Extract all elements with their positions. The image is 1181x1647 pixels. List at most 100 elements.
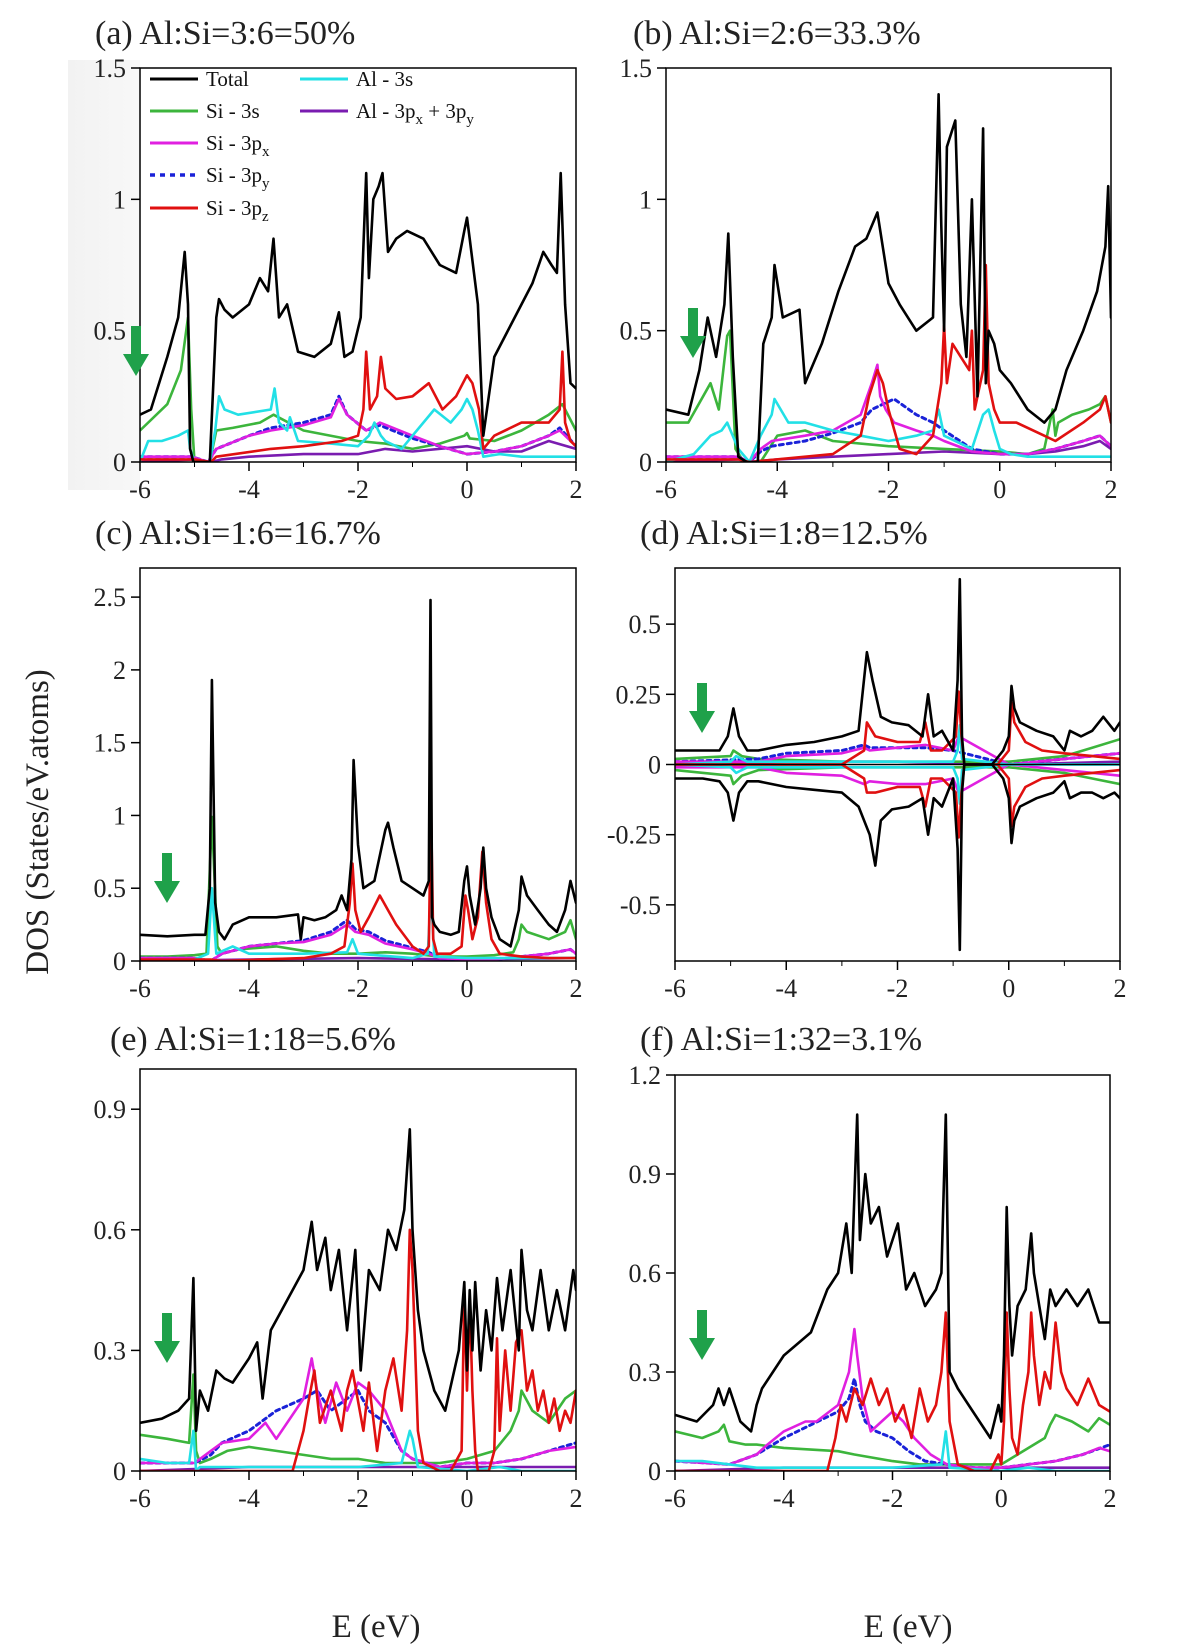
panel-f-ytick-label: 0 (648, 1457, 661, 1486)
panel-f-down-arrow-icon (689, 1310, 715, 1360)
panel-f: (f) Al:Si=1:32=3.1% -6 -4 -2 0 2 0 0.3 0.6 0.9 1.2 (629, 1021, 1117, 1513)
panel-f-title: (f) Al:Si=1:32=3.1% (640, 1021, 922, 1058)
panel-f-ytick-label: 0.6 (629, 1259, 662, 1288)
panel-f-xtick-label: 2 (1104, 1484, 1117, 1513)
panel-b-xtick-label: 2 (1105, 475, 1118, 504)
panel-b-line-al3pxpy (666, 439, 1111, 462)
panel-c-xtick-label: 2 (570, 974, 583, 1003)
panel-f-xtick-label: -6 (664, 1484, 686, 1513)
panel-b-xtick-label: -2 (878, 475, 900, 504)
panel-a-xtick-label: -4 (238, 475, 260, 504)
panel-d-line-al3s-dn (675, 763, 1120, 806)
panel-c-line-si3s (140, 815, 576, 958)
legend: Total Si - 3s Si - 3px Si - 3py Si - 3pz Al -… (150, 67, 474, 225)
panel-e-line-al3s (140, 1429, 576, 1471)
panel-b-line-si3pz (666, 263, 1111, 462)
panel-c-ytick-label: 1.5 (94, 729, 127, 758)
panel-e-line-si3pz (140, 1228, 576, 1471)
panel-c-ytick-label: 0 (113, 947, 126, 976)
panel-e-ytick-label: 0 (113, 1457, 126, 1486)
panel-e-line-si3px (140, 1357, 576, 1469)
legend-label: Total (206, 67, 249, 91)
legend-item-si3s: Si - 3s (150, 99, 260, 123)
legend-item-total: Total (150, 67, 249, 91)
panel-f-line-si3pz (675, 1311, 1110, 1471)
panel-a-ytick-label: 0 (113, 448, 126, 477)
panel-a-down-arrow-icon (123, 326, 149, 376)
panel-f-xtick-label: -4 (773, 1484, 795, 1513)
panel-d-series (675, 577, 1120, 952)
panel-d-ytick-label: 0.25 (616, 680, 662, 709)
panel-d-line-total-dn (675, 763, 1120, 952)
panel-d-down-arrow-icon (689, 683, 715, 733)
panel-e-ytick-label: 0.6 (94, 1216, 127, 1245)
panel-e-ytick-label: 0.9 (94, 1095, 127, 1124)
legend-item-al3s: Al - 3s (300, 67, 413, 91)
panel-a-xtick-label: 2 (570, 475, 583, 504)
panel-d-xtick-label: -6 (664, 974, 686, 1003)
panel-d-xtick-label: -4 (775, 974, 797, 1003)
legend-label: Si - 3py (206, 163, 270, 192)
panel-b-xtick-label: -4 (766, 475, 788, 504)
panel-f-ytick-label: 0.9 (629, 1160, 662, 1189)
panel-b-xtick-label: -6 (655, 475, 677, 504)
panel-b-xtick-label: 0 (993, 475, 1006, 504)
panel-a-ytick-label: 1.5 (94, 54, 127, 83)
panel-d: (d) Al:Si=1:8=12.5% -6 -4 -2 0 2 -0.5 -0.25 0 0.2… (607, 515, 1127, 1003)
panel-b-line-si3px (666, 363, 1111, 462)
panel-e-xtick-label: 0 (461, 1484, 474, 1513)
panel-b: (b) Al:Si=2:6=33.3% -6 -4 -2 0 2 0 0.5 1 1.5 (620, 15, 1118, 504)
panel-e-xtick-label: -6 (129, 1484, 151, 1513)
panels: (a) Al:Si=3:6=50%-6 -4 -2 0 200.511.5(b) Al:… (94, 15, 1127, 1513)
panel-d-line-al3s (675, 723, 1120, 766)
panel-d-title: (d) Al:Si=1:8=12.5% (640, 515, 928, 552)
panel-f-line-al3s (675, 1430, 1110, 1471)
panel-c-xtick-label: -6 (129, 974, 151, 1003)
panel-a-xtick-label: -2 (347, 475, 369, 504)
panel-e-line-total (140, 1128, 576, 1433)
panel-b-line-total (666, 93, 1111, 462)
panel-f-ytick-label: 1.2 (629, 1061, 662, 1090)
panel-c-line-total (140, 598, 576, 948)
panel-e-xtick-label: -2 (347, 1484, 369, 1513)
panel-d-xtick-label: 2 (1114, 974, 1127, 1003)
panel-d-ytick-label: 0.5 (629, 610, 662, 639)
panel-b-down-arrow-icon (680, 308, 706, 358)
legend-label: Al - 3s (356, 67, 413, 91)
panel-c-xtick-label: -4 (238, 974, 260, 1003)
legend-label: Si - 3pz (206, 196, 269, 225)
panel-f-line-si3s (675, 1413, 1110, 1466)
panel-b-line-si3s (666, 329, 1111, 462)
panel-d-ytick-label: -0.5 (620, 891, 661, 920)
panel-b-series (666, 93, 1111, 462)
panel-c-title: (c) Al:Si=1:6=16.7% (95, 515, 381, 552)
panel-e-xtick-label: 2 (570, 1484, 583, 1513)
panel-a-ytick-label: 0.5 (94, 317, 127, 346)
panel-e-ytick-label: 0.3 (94, 1336, 127, 1365)
panel-a-title: (a) Al:Si=3:6=50% (95, 15, 355, 52)
panel-e: (e) Al:Si=1:18=5.6% -6 -4 -2 0 2 0 0.3 0.6 0.9 (94, 1021, 583, 1513)
panel-c-ytick-label: 2 (113, 656, 126, 685)
panel-f-xtick-label: -2 (882, 1484, 904, 1513)
panel-a-shade (68, 60, 140, 490)
panel-e-down-arrow-icon (154, 1313, 180, 1363)
panel-c-ytick-label: 0.5 (94, 874, 127, 903)
legend-label: Al - 3px + 3py (356, 99, 474, 128)
x-axis-label-left: E (eV) (332, 1609, 421, 1645)
panel-f-ytick-label: 0.3 (629, 1358, 662, 1387)
panel-b-ytick-label: 1.5 (620, 54, 653, 83)
panel-a-series (140, 171, 576, 462)
legend-label: Si - 3px (206, 131, 270, 160)
panel-a-line-al3pxpy (140, 439, 576, 462)
panel-c-down-arrow-icon (154, 853, 180, 903)
panel-d-xtick-label: 0 (1002, 974, 1015, 1003)
legend-label: Si - 3s (206, 99, 260, 123)
panel-c-ytick-label: 2.5 (94, 583, 127, 612)
panel-a-ytick-label: 1 (113, 185, 126, 214)
panel-b-ytick-label: 0.5 (620, 317, 653, 346)
panel-e-title: (e) Al:Si=1:18=5.6% (110, 1021, 396, 1058)
y-axis-label: DOS (States/eV.atoms) (20, 669, 56, 975)
panel-d-line-si3pz (675, 690, 1120, 766)
legend-item-al3pxpy: Al - 3px + 3py (300, 99, 474, 128)
